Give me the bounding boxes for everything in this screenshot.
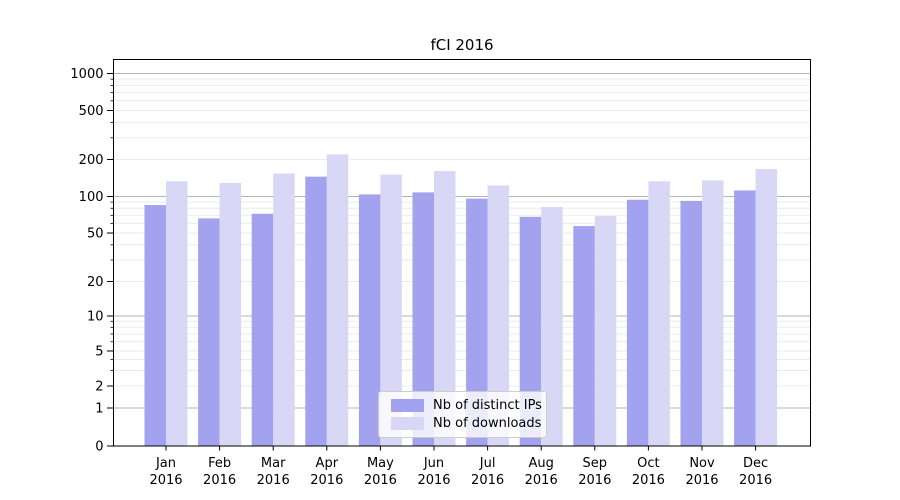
- bar-downloads-nov: [702, 180, 724, 446]
- axes: [107, 59, 811, 451]
- bar-downloads-sep: [594, 216, 617, 446]
- bar-ips-feb: [198, 218, 220, 446]
- bar-downloads-apr: [326, 154, 349, 447]
- x-tick-label-year: 2016: [257, 473, 290, 488]
- bar-downloads-jun: [434, 171, 456, 447]
- legend: Nb of distinct IPs Nb of downloads: [378, 391, 547, 438]
- x-tick-label-month: Nov: [689, 456, 715, 471]
- y-tick-label: 100: [79, 190, 104, 205]
- x-tick-label-year: 2016: [417, 473, 450, 488]
- legend-label-downloads: Nb of downloads: [433, 416, 542, 431]
- x-tick-label-year: 2016: [739, 473, 772, 488]
- bar-ips-sep: [573, 226, 595, 446]
- x-tick-label-month: Sep: [583, 456, 608, 471]
- x-tick-label-year: 2016: [364, 473, 397, 488]
- x-tick-label-month: Dec: [743, 456, 768, 471]
- bar-ips-aug: [519, 216, 542, 446]
- x-tick-label-year: 2016: [632, 473, 665, 488]
- bar-ips-jul: [466, 198, 488, 446]
- bar-downloads-aug: [541, 206, 563, 446]
- plot-border: [113, 59, 811, 447]
- x-tick-label-month: Jan: [155, 456, 176, 471]
- bar-ips-nov: [680, 200, 702, 446]
- x-tick-label-year: 2016: [203, 473, 236, 488]
- bar-ips-jan: [144, 205, 166, 446]
- y-tick-label: 20: [87, 275, 104, 290]
- legend-swatch-ips: [391, 399, 424, 412]
- y-tick-label: 10: [87, 310, 104, 325]
- legend-item-downloads: Nb of downloads: [391, 416, 542, 431]
- legend-label-ips: Nb of distinct IPs: [433, 398, 542, 413]
- y-tick-label: 50: [87, 227, 104, 242]
- chart-title: fCI 2016: [430, 36, 494, 54]
- x-tick-label-year: 2016: [471, 473, 504, 488]
- x-tick-label-year: 2016: [310, 473, 343, 488]
- x-tick-label-month: Oct: [637, 456, 659, 471]
- bar-downloads-jan: [166, 181, 188, 446]
- bar-ips-may: [358, 194, 381, 446]
- bars: [144, 154, 778, 447]
- x-tick-label-month: Mar: [261, 456, 286, 471]
- x-tick-label-month: May: [367, 456, 394, 471]
- axis-labels: 0 1 2 5 10 20 50 100 200 500 1000 Jan 2016 Feb 2016 Mar…: [70, 67, 772, 488]
- y-tick-label: 1000: [70, 67, 103, 82]
- legend-swatch-downloads: [391, 417, 424, 430]
- bar-downloads-may: [380, 174, 402, 446]
- x-tick-label-year: 2016: [525, 473, 558, 488]
- y-tick-label: 0: [95, 440, 103, 455]
- bar-downloads-mar: [273, 173, 295, 446]
- bar-downloads-feb: [219, 182, 242, 446]
- x-tick-label-month: Apr: [316, 456, 339, 471]
- y-tick-label: 500: [79, 104, 104, 119]
- bar-ips-apr: [305, 176, 327, 446]
- x-tick-label-year: 2016: [149, 473, 182, 488]
- x-tick-label-year: 2016: [578, 473, 611, 488]
- y-tick-label: 5: [95, 345, 103, 360]
- x-tick-label-month: Jun: [423, 456, 444, 471]
- x-tick-label-month: Aug: [529, 456, 554, 471]
- x-tick-label-month: Feb: [208, 456, 231, 471]
- bar-downloads-jul: [487, 185, 510, 446]
- y-tick-label: 2: [95, 380, 103, 395]
- bar-downloads-oct: [648, 181, 670, 446]
- x-tick-label-year: 2016: [685, 473, 718, 488]
- bar-ips-jun: [412, 192, 434, 446]
- bar-ips-mar: [251, 213, 274, 446]
- bar-downloads-dec: [755, 169, 778, 447]
- y-tick-label: 1: [95, 402, 103, 417]
- bar-ips-dec: [734, 190, 756, 446]
- y-tick-label: 200: [79, 153, 104, 168]
- legend-item-distinct-ips: Nb of distinct IPs: [391, 398, 542, 413]
- x-tick-label-month: Jul: [479, 456, 496, 471]
- bar-ips-oct: [626, 199, 649, 446]
